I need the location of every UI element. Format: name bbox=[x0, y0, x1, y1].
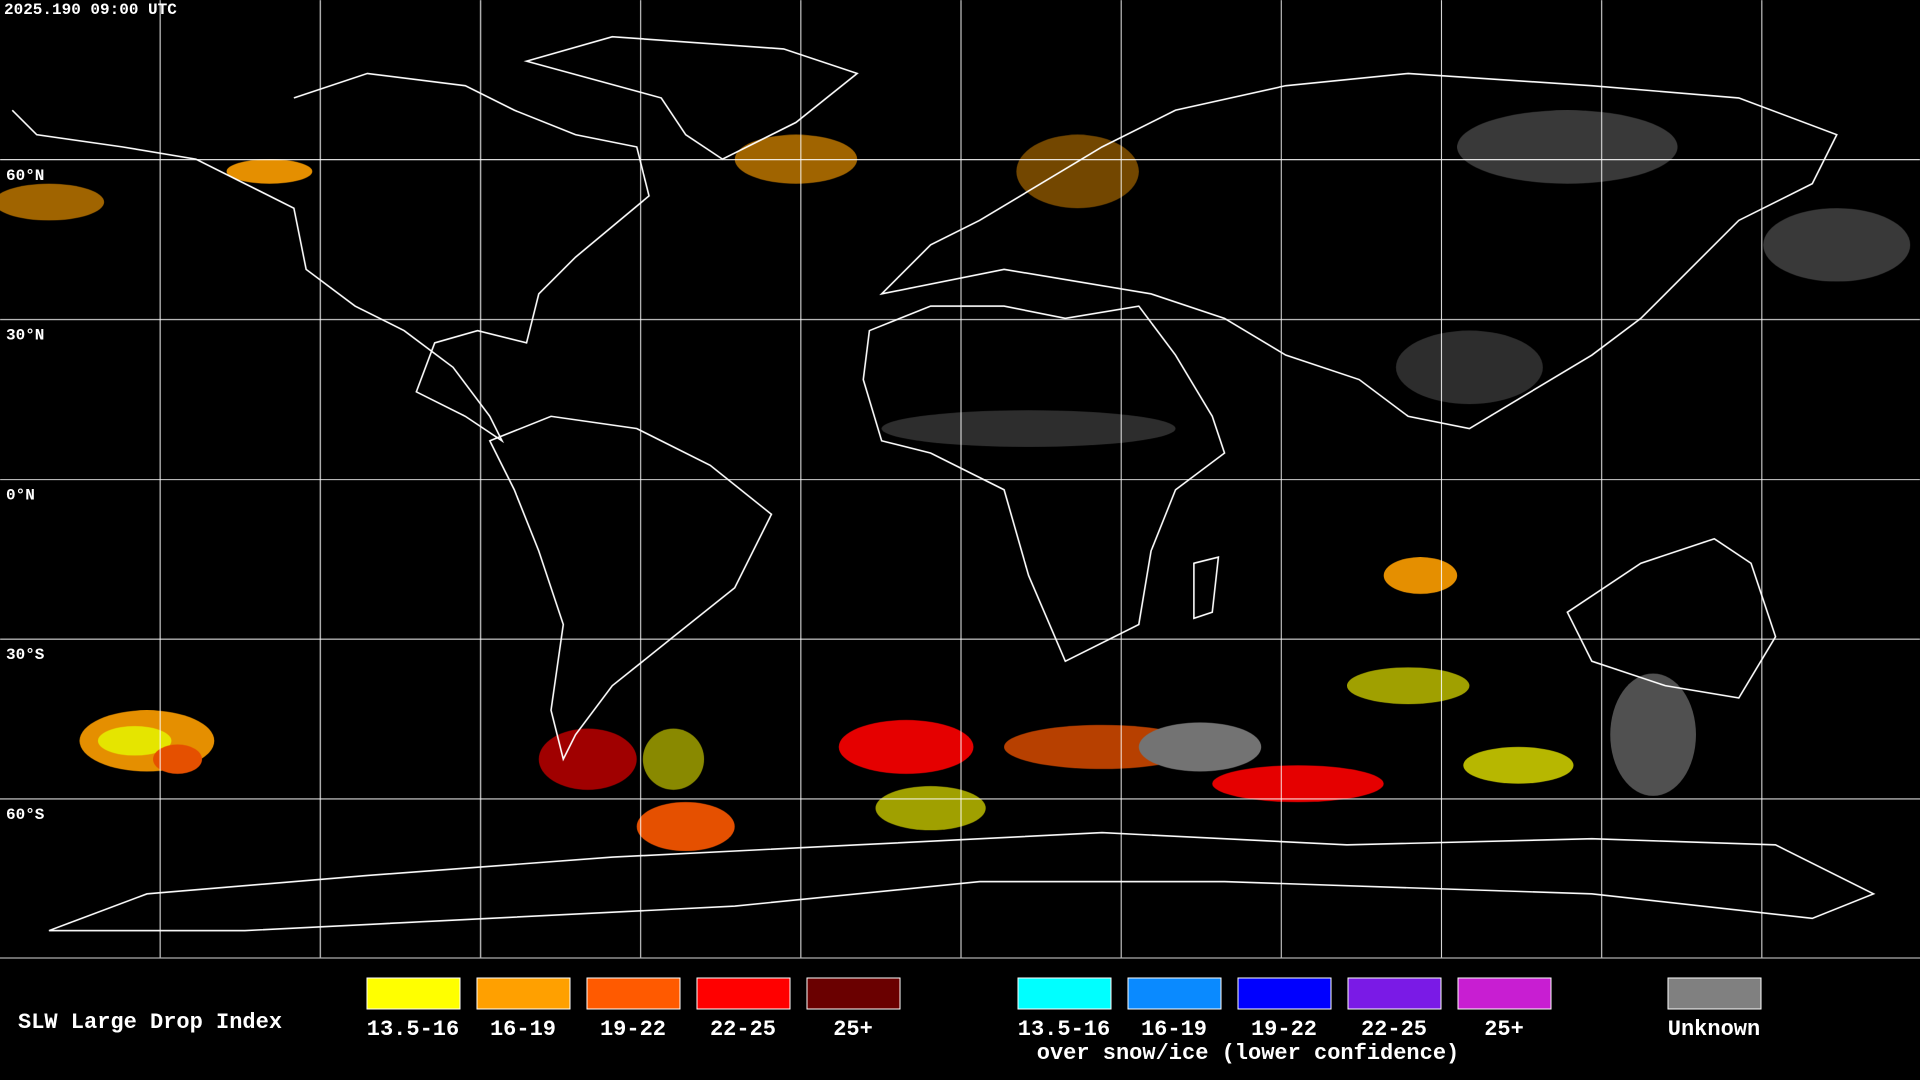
legend-label: 16-19 bbox=[1141, 1017, 1207, 1042]
legend-label: 25+ bbox=[833, 1017, 873, 1042]
latitude-label: 30°N bbox=[6, 327, 44, 345]
legend: 13.5-16 16-19 19-22 22-25 25+ 13.5-16 16-19 19-… bbox=[366, 977, 1762, 1042]
legend-label: Unknown bbox=[1668, 1017, 1760, 1042]
legend-area bbox=[0, 958, 1920, 1080]
legend-swatch bbox=[1127, 977, 1222, 1010]
legend-swatch bbox=[1017, 977, 1112, 1010]
legend-swatch bbox=[1457, 977, 1552, 1010]
cloud-fields bbox=[0, 110, 1911, 852]
legend-swatch bbox=[586, 977, 681, 1010]
legend-swatch bbox=[476, 977, 571, 1010]
snow-ice-caption: over snow/ice (lower confidence) bbox=[1037, 1041, 1459, 1066]
legend-label: 22-25 bbox=[710, 1017, 776, 1042]
legend-swatch bbox=[366, 977, 461, 1010]
legend-label: 19-22 bbox=[600, 1017, 666, 1042]
legend-swatch bbox=[1237, 977, 1332, 1010]
legend-label: 22-25 bbox=[1361, 1017, 1427, 1042]
legend-label: 13.5-16 bbox=[1018, 1017, 1110, 1042]
legend-label: 16-19 bbox=[490, 1017, 556, 1042]
legend-label: 25+ bbox=[1484, 1017, 1524, 1042]
legend-label: 13.5-16 bbox=[367, 1017, 459, 1042]
coastlines bbox=[11, 35, 1876, 932]
latitude-label: 60°N bbox=[6, 167, 44, 185]
legend-swatch bbox=[1347, 977, 1442, 1010]
latitude-labels: 60°N 30°N 0°N 30°S 60°S bbox=[6, 167, 45, 824]
legend-title: SLW Large Drop Index bbox=[18, 1010, 282, 1035]
legend-label: 19-22 bbox=[1251, 1017, 1317, 1042]
latitude-label: 0°N bbox=[6, 486, 35, 504]
legend-swatch bbox=[696, 977, 791, 1010]
legend-swatch bbox=[1667, 977, 1762, 1010]
legend-swatch bbox=[806, 977, 901, 1010]
graticule bbox=[0, 0, 1920, 958]
latitude-label: 60°S bbox=[6, 806, 45, 824]
map-layer bbox=[0, 0, 1920, 958]
latitude-label: 30°S bbox=[6, 646, 45, 664]
timestamp: 2025.190 09:00 UTC bbox=[4, 1, 177, 19]
